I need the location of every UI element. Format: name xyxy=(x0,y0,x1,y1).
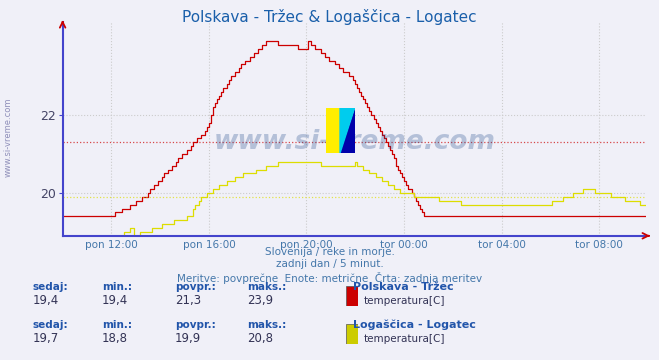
Text: Meritve: povprečne  Enote: metrične  Črta: zadnja meritev: Meritve: povprečne Enote: metrične Črta:… xyxy=(177,272,482,284)
Text: 23,9: 23,9 xyxy=(247,294,273,307)
Text: min.:: min.: xyxy=(102,320,132,330)
Text: maks.:: maks.: xyxy=(247,282,287,292)
Text: 19,4: 19,4 xyxy=(33,294,59,307)
Text: Logaščica - Logatec: Logaščica - Logatec xyxy=(353,319,475,330)
Text: 19,9: 19,9 xyxy=(175,332,201,345)
Text: sedaj:: sedaj: xyxy=(33,282,69,292)
Text: 19,4: 19,4 xyxy=(102,294,129,307)
Text: 18,8: 18,8 xyxy=(102,332,128,345)
Text: Polskava - Tržec: Polskava - Tržec xyxy=(353,282,453,292)
Text: 20,8: 20,8 xyxy=(247,332,273,345)
Text: min.:: min.: xyxy=(102,282,132,292)
Text: sedaj:: sedaj: xyxy=(33,320,69,330)
Text: maks.:: maks.: xyxy=(247,320,287,330)
Text: www.si-vreme.com: www.si-vreme.com xyxy=(214,129,495,154)
Text: 19,7: 19,7 xyxy=(33,332,59,345)
Text: povpr.:: povpr.: xyxy=(175,282,215,292)
Polygon shape xyxy=(340,108,355,153)
Text: Slovenija / reke in morje.: Slovenija / reke in morje. xyxy=(264,247,395,257)
Polygon shape xyxy=(340,108,355,153)
Text: www.si-vreme.com: www.si-vreme.com xyxy=(3,97,13,176)
Text: temperatura[C]: temperatura[C] xyxy=(364,334,445,344)
Text: 21,3: 21,3 xyxy=(175,294,201,307)
Text: zadnji dan / 5 minut.: zadnji dan / 5 minut. xyxy=(275,259,384,269)
Bar xyxy=(326,108,340,153)
Text: povpr.:: povpr.: xyxy=(175,320,215,330)
Text: temperatura[C]: temperatura[C] xyxy=(364,296,445,306)
Text: Polskava - Tržec & Logaščica - Logatec: Polskava - Tržec & Logaščica - Logatec xyxy=(182,9,477,25)
